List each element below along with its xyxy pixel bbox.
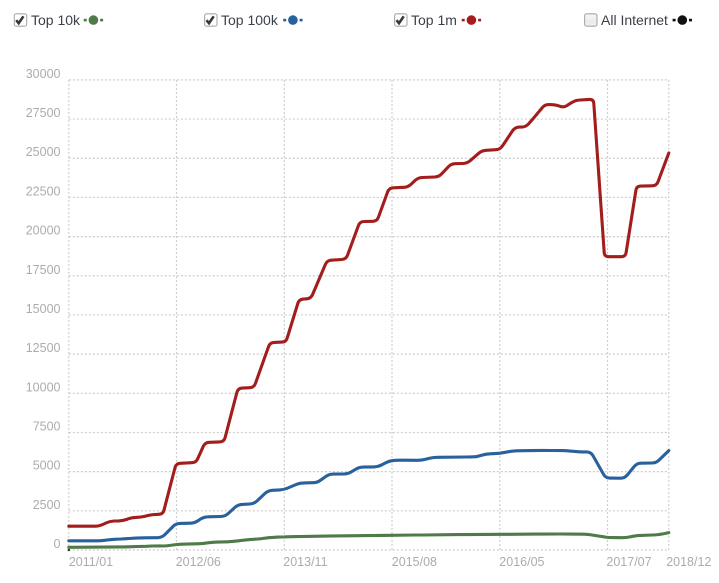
svg-text:25000: 25000 [26,145,61,159]
svg-text:5000: 5000 [33,459,61,473]
svg-text:Top 1m: Top 1m [411,12,457,28]
svg-text:0: 0 [54,537,61,551]
svg-text:2500: 2500 [33,498,61,512]
svg-text:12500: 12500 [26,341,61,355]
svg-text:27500: 27500 [26,106,61,120]
svg-text:2011/01: 2011/01 [69,555,113,569]
svg-text:Top 100k: Top 100k [221,12,279,28]
svg-text:17500: 17500 [26,263,61,277]
svg-text:20000: 20000 [26,224,61,238]
svg-text:2017/07: 2017/07 [606,555,651,569]
svg-text:2015/08: 2015/08 [392,555,437,569]
svg-text:Top 10k: Top 10k [31,12,81,28]
svg-text:2012/06: 2012/06 [176,555,221,569]
svg-text:All Internet: All Internet [601,12,668,28]
svg-text:2018/12: 2018/12 [666,555,711,569]
svg-text:10000: 10000 [26,380,61,394]
svg-text:30000: 30000 [26,67,61,81]
svg-text:2016/05: 2016/05 [499,555,544,569]
svg-text:22500: 22500 [26,184,61,198]
svg-text:15000: 15000 [26,302,61,316]
svg-text:7500: 7500 [33,420,61,434]
svg-text:2013/11: 2013/11 [283,555,327,569]
